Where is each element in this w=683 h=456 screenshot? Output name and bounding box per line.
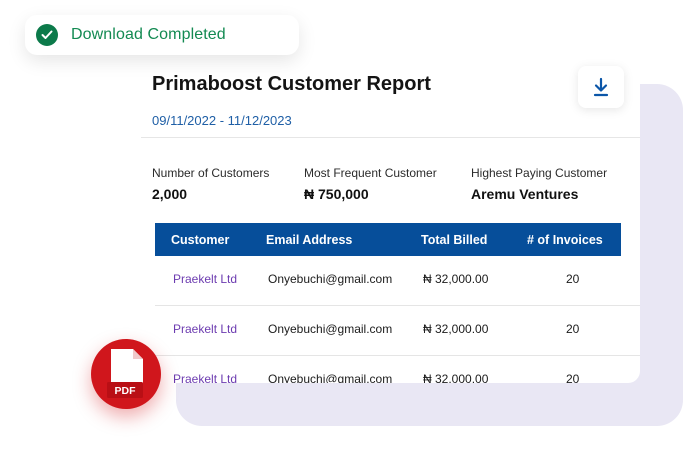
report-title: Primaboost Customer Report [152,73,431,95]
cell-customer: Praekelt Ltd [173,272,238,286]
table-row: Praekelt Ltd Onyebuchi@gmail.com ₦ 32,00… [155,356,640,383]
stat-label: Number of Customers [152,166,270,180]
stat-most-frequent-customer: Most Frequent Customer ₦ 750,000 [304,166,437,202]
cell-total-billed: ₦ 32,000.00 [423,372,489,383]
column-header-total-billed: Total Billed [421,233,488,247]
cell-email: Onyebuchi@gmail.com [268,322,393,336]
header-divider [141,137,640,138]
cell-invoices: 20 [566,322,580,336]
stat-highest-paying-customer: Highest Paying Customer Aremu Ventures [471,166,607,202]
pdf-label: PDF [115,385,137,397]
cell-customer: Praekelt Ltd [173,372,238,383]
cell-customer: Praekelt Ltd [173,322,238,336]
download-button[interactable] [578,66,624,108]
stat-value: Aremu Ventures [471,186,579,202]
cell-invoices: 20 [566,372,580,383]
stat-label: Most Frequent Customer [304,166,437,180]
date-range: 09/11/2022 - 11/12/2023 [152,113,292,128]
cell-email: Onyebuchi@gmail.com [268,272,393,286]
table-row: Praekelt Ltd Onyebuchi@gmail.com ₦ 32,00… [155,306,640,356]
cell-total-billed: ₦ 32,000.00 [423,322,489,336]
toast-message: Download Completed [71,26,226,43]
report-card: Primaboost Customer Report 09/11/2022 - … [127,54,640,383]
download-completed-toast: Download Completed [25,15,299,55]
stat-value: ₦ 750,000 [304,186,369,202]
stat-label: Highest Paying Customer [471,166,608,180]
check-circle-icon [36,24,58,46]
column-header-customer: Customer [171,233,230,247]
pdf-badge: PDF [91,339,161,409]
cell-email: Onyebuchi@gmail.com [268,372,393,383]
cell-invoices: 20 [566,272,580,286]
column-header-email: Email Address [266,233,353,247]
table-header: Customer Email Address Total Billed # of… [155,223,621,256]
stat-value: 2,000 [152,186,188,202]
pdf-file-icon: PDF [107,349,143,398]
table-row: Praekelt Ltd Onyebuchi@gmail.com ₦ 32,00… [155,256,640,306]
cell-total-billed: ₦ 32,000.00 [423,272,489,286]
download-icon [593,77,609,97]
stat-number-of-customers: Number of Customers 2,000 [152,166,269,202]
column-header-invoices: # of Invoices [527,233,603,247]
